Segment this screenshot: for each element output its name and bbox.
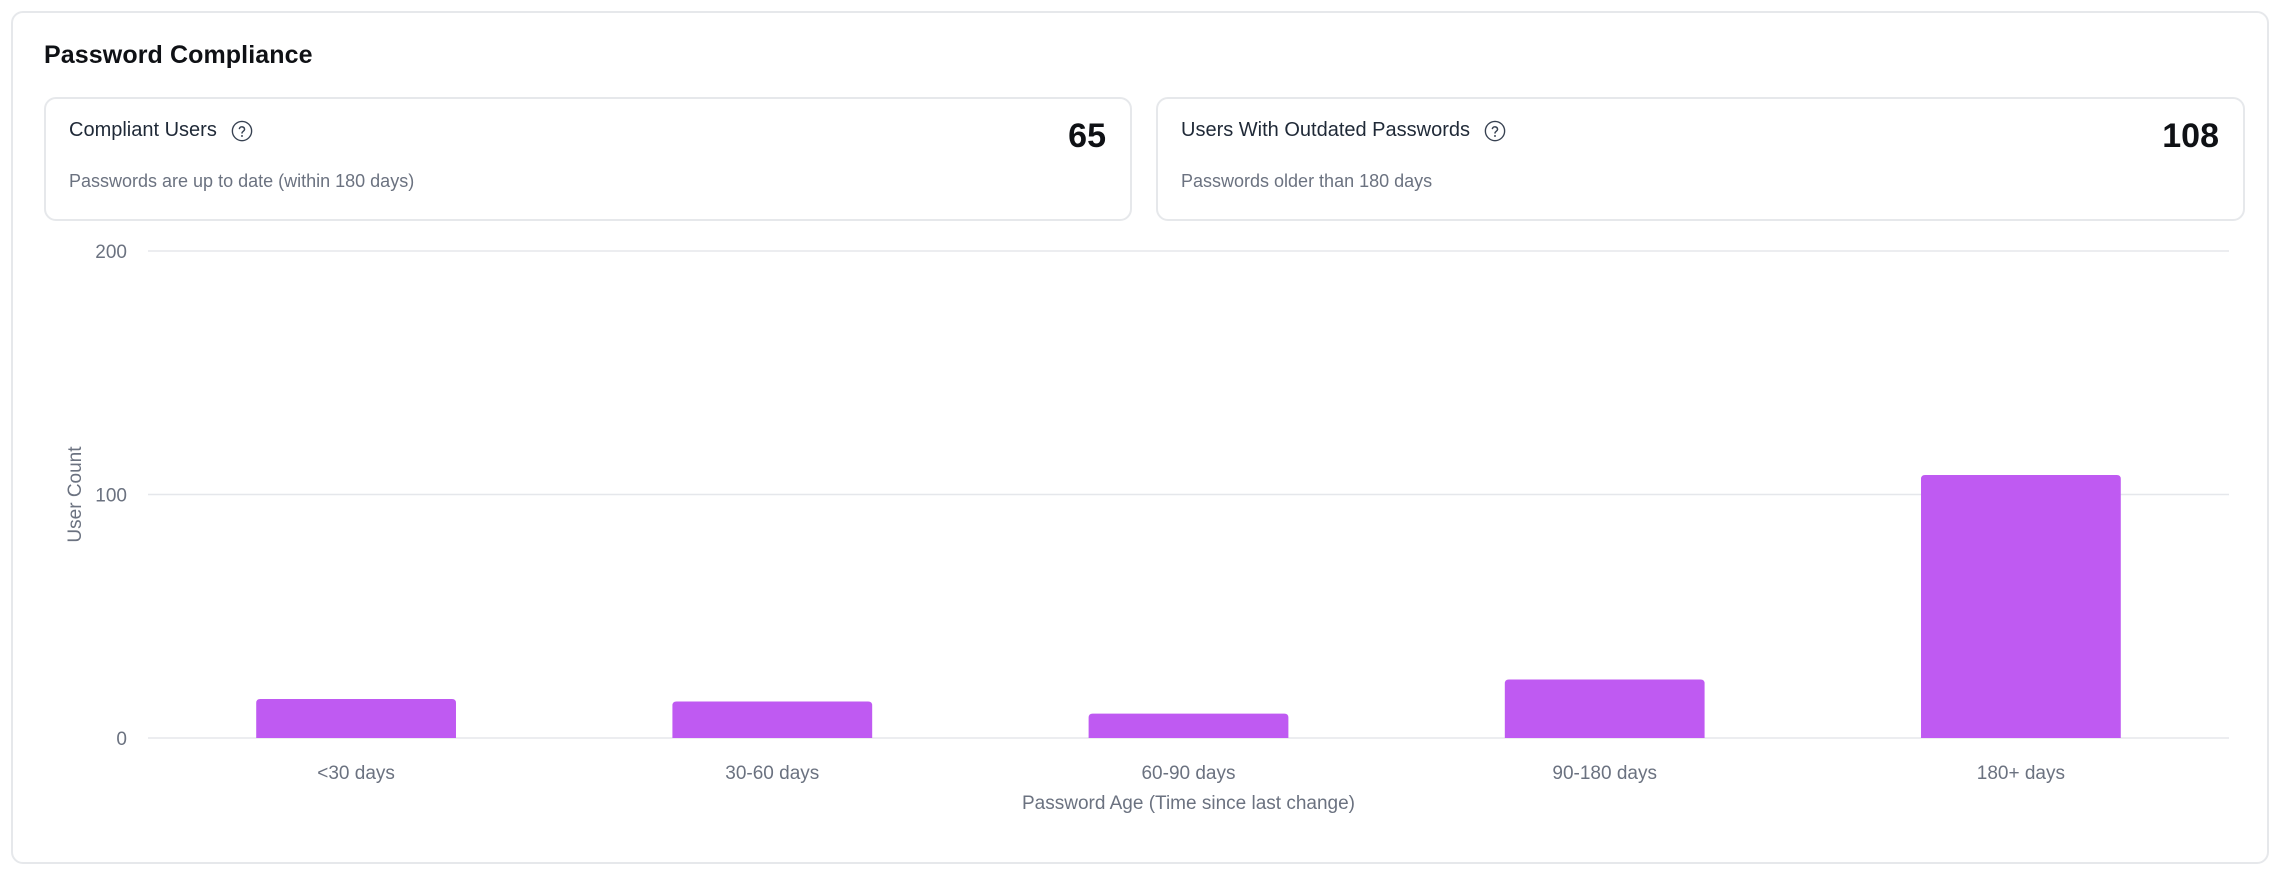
x-tick-labels: <30 days 30-60 days 60-90 days 90-180 days 1… — [317, 763, 2065, 784]
x-tick-label: 90-180 days — [1552, 763, 1657, 784]
help-circle-icon[interactable] — [231, 120, 253, 142]
password-compliance-card: Password Compliance Compliant Users 65 P… — [11, 11, 2269, 864]
outdated-passwords-label: Users With Outdated Passwords — [1181, 119, 1470, 141]
outdated-passwords-stat-card: Users With Outdated Passwords 108 Passwo… — [1156, 97, 2245, 221]
compliant-users-stat-card: Compliant Users 65 Passwords are up to d… — [44, 97, 1132, 221]
y-tick-label: 200 — [95, 242, 127, 263]
bar-1[interactable] — [256, 699, 456, 738]
bars-layer — [256, 475, 2121, 738]
password-age-bar-chart: <30 days 30-60 days 60-90 days 90-180 days 1… — [65, 242, 2229, 814]
stat-label-row: Compliant Users — [69, 119, 253, 142]
bar-3[interactable] — [1088, 713, 1289, 738]
x-tick-label: 180+ days — [1977, 763, 2065, 784]
card-title: Password Compliance — [44, 41, 313, 69]
x-tick-label: 60-90 days — [1141, 763, 1235, 784]
compliant-users-label: Compliant Users — [69, 119, 217, 141]
compliant-users-value: 65 — [1068, 117, 1106, 155]
y-axis-label: User Count — [65, 446, 86, 543]
help-circle-icon[interactable] — [1484, 120, 1506, 142]
outdated-passwords-description: Passwords older than 180 days — [1181, 171, 1433, 191]
x-tick-label: 30-60 days — [725, 763, 819, 784]
outdated-passwords-value: 108 — [2162, 117, 2219, 155]
x-tick-label: <30 days — [317, 763, 395, 784]
bar-5[interactable] — [1921, 475, 2121, 738]
bar-4[interactable] — [1504, 679, 1705, 738]
y-tick-labels: 0 100 200 — [95, 242, 127, 750]
compliant-users-description: Passwords are up to date (within 180 day… — [69, 171, 415, 191]
x-axis-label: Password Age (Time since last change) — [1022, 793, 1355, 814]
y-tick-label: 100 — [95, 486, 127, 507]
stat-label-row: Users With Outdated Passwords — [1181, 119, 1506, 142]
grid-layer — [148, 250, 2229, 739]
y-tick-label: 0 — [116, 729, 127, 750]
bar-2[interactable] — [672, 701, 873, 738]
